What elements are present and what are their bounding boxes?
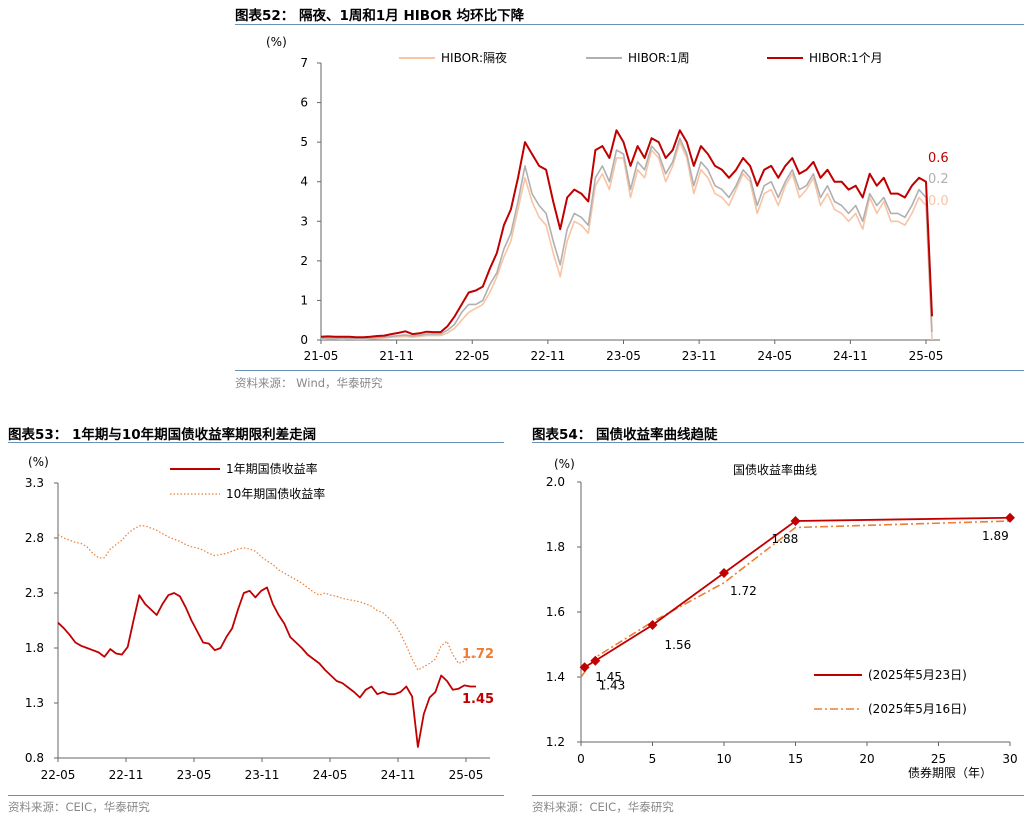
y-tick-label: 0.8	[25, 751, 44, 765]
x-tick-label: 0	[577, 752, 585, 766]
y-tick-label: 1.8	[546, 540, 565, 554]
x-tick-label: 21-05	[304, 349, 339, 363]
series-line	[57, 586, 476, 748]
y-tick-label: 1.4	[546, 670, 565, 684]
chart52-title: 图表52： 隔夜、1周和1月 HIBOR 均环比下降	[235, 8, 525, 24]
y-tick-label: 1.2	[546, 735, 565, 749]
x-tick-label: 21-11	[379, 349, 414, 363]
x-tick-label: 20	[859, 752, 874, 766]
end-value-label: 0.0	[928, 194, 949, 209]
x-tick-label: 25-05	[909, 349, 944, 363]
x-tick-label: 23-11	[682, 349, 717, 363]
series-line	[320, 141, 933, 341]
data-point-marker	[579, 662, 590, 673]
chart54-source: 资料来源：CEIC，华泰研究	[532, 800, 674, 814]
chart54-title: 图表54： 国债收益率曲线趋陡	[532, 427, 718, 443]
data-point-label: 1.72	[730, 584, 757, 598]
x-tick-label: 22-11	[109, 768, 144, 782]
y-tick-label: 3.3	[25, 476, 44, 490]
legend-label: HIBOR:隔夜	[441, 50, 507, 65]
chart53-title: 图表53： 1年期与10年期国债收益率期限利差走阔	[8, 427, 317, 443]
legend-label: 1年期国债收益率	[226, 461, 318, 476]
y-tick-label: 3	[300, 214, 308, 228]
chart52-source: 资料来源： Wind，华泰研究	[235, 376, 383, 390]
end-value-label: 1.45	[462, 692, 494, 707]
y-tick-label: 1.3	[25, 696, 44, 710]
y-axis-unit: (%)	[554, 457, 575, 471]
x-tick-label: 5	[649, 752, 657, 766]
x-tick-label: 30	[1002, 752, 1017, 766]
legend-label: (2025年5月23日)	[868, 668, 967, 682]
x-tick-label: 25	[931, 752, 946, 766]
x-tick-label: 15	[788, 752, 803, 766]
x-tick-label: 24-05	[757, 349, 792, 363]
series-line	[320, 129, 933, 339]
chart-inner-title: 国债收益率曲线	[733, 462, 817, 477]
data-point-label: 1.89	[982, 529, 1009, 543]
x-tick-label: 23-05	[606, 349, 641, 363]
y-tick-label: 5	[300, 135, 308, 149]
chart53-source: 资料来源：CEIC，华泰研究	[8, 800, 150, 814]
x-tick-label: 24-11	[381, 768, 416, 782]
chart52-title-rule	[235, 24, 1024, 25]
chart52-source-rule	[235, 370, 1024, 371]
x-tick-label: 23-05	[177, 768, 212, 782]
y-axis-unit: (%)	[266, 35, 287, 49]
data-point-marker	[590, 655, 601, 666]
y-tick-label: 2.8	[25, 531, 44, 545]
legend-label: (2025年5月16日)	[868, 702, 967, 716]
y-tick-label: 6	[300, 96, 308, 110]
end-value-label: 0.6	[928, 151, 949, 166]
data-point-marker	[719, 568, 729, 578]
chart54-source-rule	[532, 795, 1024, 796]
x-tick-label: 22-05	[41, 768, 76, 782]
x-tick-label: 10	[716, 752, 731, 766]
y-tick-label: 2.0	[546, 475, 565, 489]
data-point-label: 1.56	[665, 638, 692, 652]
x-tick-label: 24-11	[833, 349, 868, 363]
y-axis-unit: (%)	[28, 455, 49, 469]
data-point-label: 1.43	[599, 678, 626, 692]
data-point-marker	[790, 516, 801, 526]
legend-label: HIBOR:1周	[628, 51, 690, 65]
x-tick-label: 22-11	[530, 349, 565, 363]
y-tick-label: 4	[300, 175, 308, 189]
data-point-label: 1.88	[772, 532, 799, 546]
x-tick-label: 25-05	[449, 768, 484, 782]
end-value-label: 1.72	[462, 647, 494, 662]
chart54-title-rule	[532, 442, 1024, 443]
data-point-marker	[647, 620, 658, 630]
y-tick-label: 0	[300, 333, 308, 347]
y-tick-label: 1.8	[25, 641, 44, 655]
series-line	[320, 137, 933, 340]
x-tick-label: 22-05	[455, 349, 490, 363]
y-tick-label: 7	[300, 56, 308, 70]
chart53-source-rule	[8, 795, 504, 796]
end-value-label: 0.2	[928, 172, 949, 187]
legend-label: 10年期国债收益率	[226, 486, 325, 501]
y-tick-label: 1	[300, 293, 308, 307]
x-tick-label: 24-05	[313, 768, 348, 782]
data-point-marker	[1005, 512, 1015, 523]
x-tick-label: 23-11	[245, 768, 280, 782]
y-tick-label: 2.3	[25, 586, 44, 600]
x-axis-label: 债券期限（年）	[908, 765, 992, 780]
legend-label: HIBOR:1个月	[809, 51, 883, 65]
y-tick-label: 2	[300, 254, 308, 268]
y-tick-label: 1.6	[546, 605, 565, 619]
data-point-label: 1.45	[595, 670, 622, 684]
chart53-title-rule	[8, 442, 504, 443]
